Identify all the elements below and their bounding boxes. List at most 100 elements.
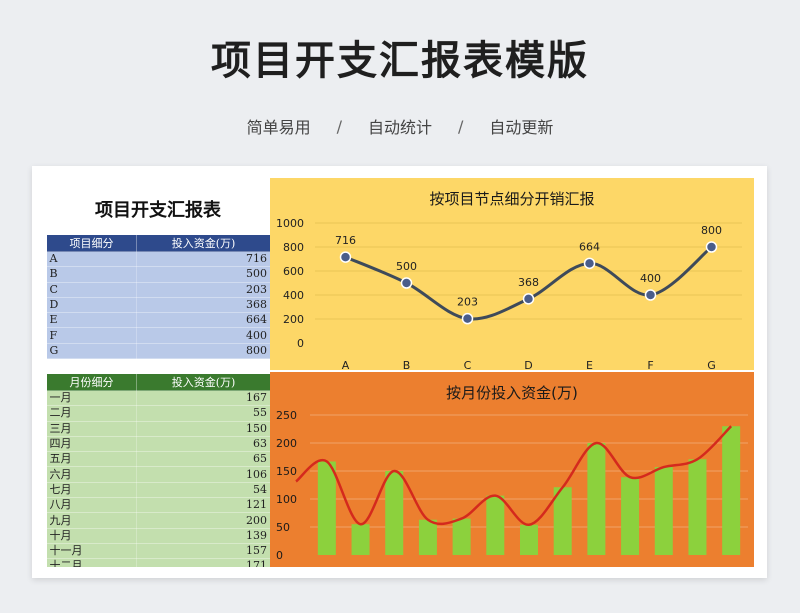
table-row: 七月 54 — [46, 482, 270, 499]
bar — [621, 477, 640, 555]
bar — [688, 459, 707, 555]
tag-easy: 简单易用 — [246, 118, 311, 137]
y-tick-label: 600 — [283, 265, 304, 278]
y-tick-label: 200 — [283, 313, 304, 326]
tag-auto-update: 自动更新 — [489, 118, 554, 137]
row-value: 54 — [136, 482, 270, 499]
data-label: 400 — [640, 272, 661, 285]
row-label: 一月 — [46, 390, 137, 407]
bar — [722, 426, 741, 555]
column-header: 投入资金(万) — [136, 373, 270, 391]
subtitle-bar: 简单易用 / 自动统计 / 自动更新 — [0, 114, 800, 138]
y-tick-label: 200 — [276, 437, 297, 450]
bar — [351, 524, 370, 555]
data-point — [461, 312, 474, 325]
table-row: 三月 150 — [46, 421, 270, 437]
row-value: 65 — [136, 451, 270, 468]
row-label: 十月 — [46, 528, 137, 544]
row-label: 六月 — [46, 466, 137, 483]
data-point — [522, 293, 535, 305]
row-label: 三月 — [46, 421, 137, 437]
spreadsheet-preview: 项目开支汇报表 项目细分 投入资金(万) A 716 B 500 C 203 D 368 E 66… — [32, 166, 767, 578]
bar — [418, 519, 437, 555]
x-tick-label: G — [707, 359, 716, 370]
data-label: 368 — [518, 276, 539, 289]
y-tick-label: 150 — [276, 465, 297, 478]
project-line-chart: 按项目节点细分开销汇报 0 200 400 600 800 1000 716 A 500 B 203… — [270, 178, 754, 370]
row-value: 500 — [136, 266, 271, 283]
sheet-title: 项目开支汇报表 — [95, 200, 221, 221]
table-row: 四月 63 — [46, 436, 270, 453]
bar — [654, 467, 673, 555]
x-tick-label: A — [342, 359, 350, 370]
project-table: 项目细分 投入资金(万) A 716 B 500 C 203 D 368 E 664 F 400 G 80… — [46, 234, 271, 360]
data-point — [583, 257, 596, 270]
separator: / — [458, 116, 464, 136]
trend-line — [295, 425, 733, 527]
row-label: A — [46, 251, 137, 268]
table-row: G 800 — [46, 343, 271, 360]
table-row: 十二月 171 — [46, 558, 270, 567]
row-label: C — [46, 282, 137, 298]
table-row: B 500 — [46, 266, 271, 283]
table-row: 一月 167 — [46, 390, 270, 407]
column-header: 投入资金(万) — [136, 234, 271, 252]
table-row: D 368 — [46, 297, 271, 314]
row-label: 十二月 — [46, 558, 137, 567]
row-value: 157 — [136, 543, 270, 560]
row-value: 167 — [136, 390, 270, 407]
table-row: F 400 — [46, 327, 271, 344]
row-value: 203 — [136, 282, 271, 298]
tag-auto-stat: 自动统计 — [367, 118, 432, 137]
data-label: 800 — [701, 224, 722, 237]
row-label: 五月 — [46, 451, 137, 468]
data-point — [339, 251, 352, 263]
row-value: 800 — [136, 343, 271, 360]
separator: / — [336, 116, 342, 136]
month-table: 月份细分 投入资金(万) 一月 167 二月 55 三月 150 四月 63 五月 65 六月 106… — [46, 373, 270, 567]
row-label: 八月 — [46, 497, 137, 514]
table-row: 十月 139 — [46, 528, 270, 544]
row-label: E — [46, 312, 137, 329]
table-row: 五月 65 — [46, 451, 270, 468]
table-row: E 664 — [46, 312, 271, 329]
row-value: 150 — [136, 421, 270, 437]
row-label: 十一月 — [46, 543, 137, 560]
bar — [520, 524, 538, 555]
row-value: 63 — [136, 436, 270, 453]
x-tick-label: B — [403, 359, 411, 370]
table-row: A 716 — [46, 251, 271, 268]
table-row: C 203 — [46, 282, 271, 298]
bar — [317, 461, 336, 555]
data-label: 203 — [457, 296, 478, 309]
row-value: 55 — [136, 405, 270, 422]
data-point — [705, 241, 718, 253]
bar — [587, 443, 606, 555]
data-label: 500 — [396, 260, 417, 273]
row-label: G — [46, 343, 137, 360]
data-point — [644, 289, 657, 301]
row-value: 400 — [136, 327, 271, 344]
y-tick-label: 800 — [283, 241, 304, 254]
x-tick-label: E — [586, 359, 593, 370]
table-row: 十一月 157 — [46, 543, 270, 560]
x-tick-label: F — [647, 359, 653, 370]
bar — [385, 471, 404, 555]
data-label: 716 — [335, 234, 356, 247]
row-label: 九月 — [46, 512, 137, 529]
row-label: B — [46, 266, 137, 283]
data-label: 664 — [579, 240, 600, 253]
row-label: 二月 — [46, 405, 137, 422]
table-row: 九月 200 — [46, 512, 270, 529]
bar — [553, 487, 572, 555]
y-tick-label: 400 — [283, 289, 304, 302]
y-tick-label: 0 — [276, 549, 283, 562]
y-tick-label: 100 — [276, 493, 297, 506]
month-table-viewport: 月份细分 投入资金(万) 一月 167 二月 55 三月 150 四月 63 五月 65 六月 106… — [46, 373, 270, 567]
chart-title: 按月份投入资金(万) — [446, 384, 578, 402]
row-value: 664 — [136, 312, 271, 329]
bar-chart-canvas: 0 50 100 150 200 250 — [276, 409, 748, 562]
page-title: 项目开支汇报表模版 — [211, 38, 589, 84]
row-label: D — [46, 297, 137, 314]
chart-title: 按项目节点细分开销汇报 — [429, 190, 595, 208]
